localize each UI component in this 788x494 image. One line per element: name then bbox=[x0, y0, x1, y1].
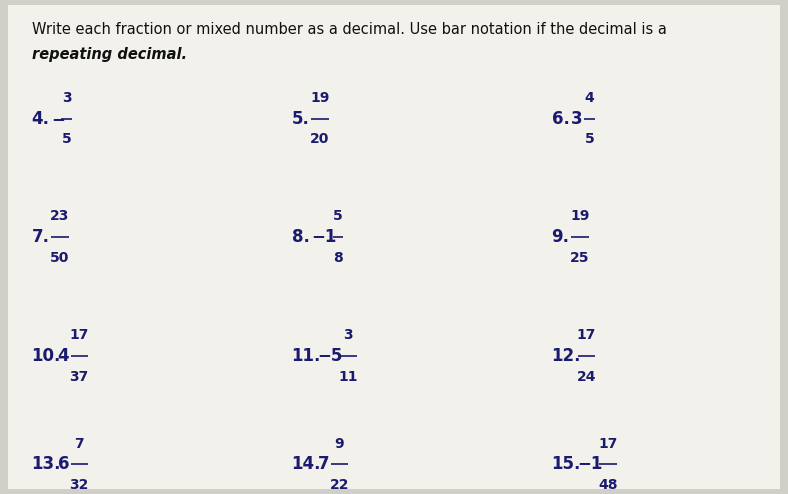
Text: 32: 32 bbox=[69, 478, 89, 492]
Text: 19: 19 bbox=[571, 209, 589, 223]
Text: 14.: 14. bbox=[292, 455, 321, 473]
Text: 7.: 7. bbox=[32, 228, 50, 246]
Text: −5: −5 bbox=[318, 347, 343, 365]
Text: 20: 20 bbox=[310, 132, 329, 146]
Text: 5: 5 bbox=[61, 132, 72, 146]
Text: 17: 17 bbox=[598, 437, 618, 451]
Text: 9.: 9. bbox=[552, 228, 570, 246]
Text: 10.: 10. bbox=[32, 347, 61, 365]
Text: 11: 11 bbox=[338, 370, 358, 383]
Text: 5: 5 bbox=[333, 209, 343, 223]
Text: 11.: 11. bbox=[292, 347, 321, 365]
Text: 15.: 15. bbox=[552, 455, 581, 473]
Text: 3: 3 bbox=[61, 91, 72, 105]
Text: 17: 17 bbox=[69, 328, 89, 342]
Text: 7: 7 bbox=[318, 455, 329, 473]
Text: 12.: 12. bbox=[552, 347, 581, 365]
Text: −1: −1 bbox=[578, 455, 603, 473]
Text: 25: 25 bbox=[571, 251, 589, 265]
Text: 19: 19 bbox=[310, 91, 329, 105]
Text: 24: 24 bbox=[577, 370, 596, 383]
Text: 7: 7 bbox=[74, 437, 84, 451]
Text: 8.: 8. bbox=[292, 228, 310, 246]
Text: 6: 6 bbox=[58, 455, 69, 473]
Text: 22: 22 bbox=[329, 478, 349, 492]
Text: 13.: 13. bbox=[32, 455, 61, 473]
Text: 8: 8 bbox=[333, 251, 343, 265]
Text: 3: 3 bbox=[343, 328, 353, 342]
Text: 5.: 5. bbox=[292, 110, 310, 127]
Text: Write each fraction or mixed number as a decimal. Use bar notation if the decima: Write each fraction or mixed number as a… bbox=[32, 22, 667, 37]
Text: 6.: 6. bbox=[552, 110, 570, 127]
Text: 4: 4 bbox=[585, 91, 594, 105]
Text: −: − bbox=[51, 110, 65, 127]
Text: 37: 37 bbox=[69, 370, 89, 383]
Text: repeating decimal.: repeating decimal. bbox=[32, 47, 187, 62]
Text: 4.: 4. bbox=[32, 110, 50, 127]
Text: 5: 5 bbox=[585, 132, 594, 146]
Text: 50: 50 bbox=[50, 251, 69, 265]
FancyBboxPatch shape bbox=[8, 5, 780, 489]
Text: 4: 4 bbox=[58, 347, 69, 365]
Text: 48: 48 bbox=[598, 478, 618, 492]
Text: −1: −1 bbox=[311, 228, 336, 246]
Text: 23: 23 bbox=[50, 209, 69, 223]
Text: 17: 17 bbox=[577, 328, 596, 342]
Text: 9: 9 bbox=[334, 437, 344, 451]
Text: 3: 3 bbox=[571, 110, 583, 127]
